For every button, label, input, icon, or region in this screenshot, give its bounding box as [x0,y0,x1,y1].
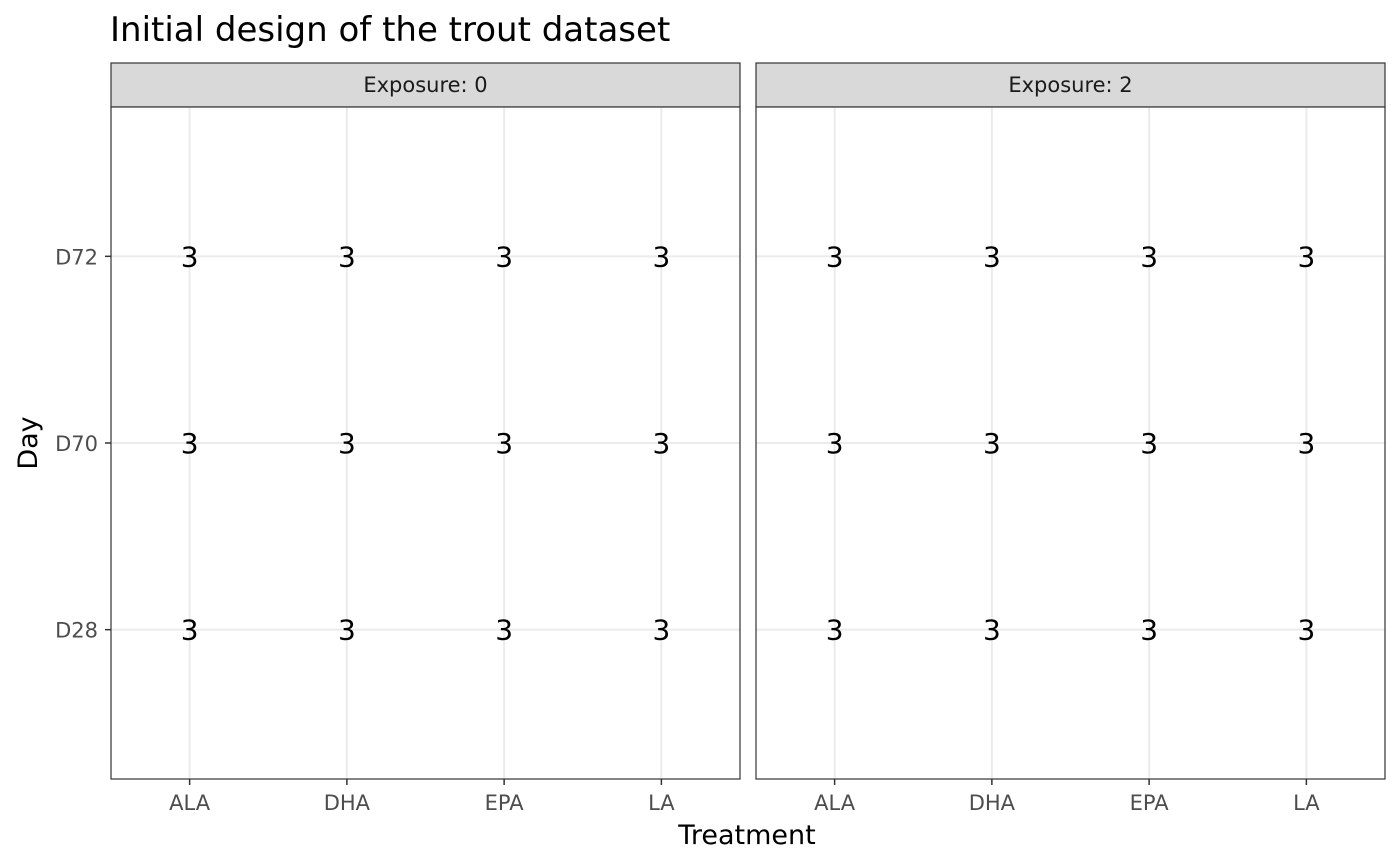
x-tick-label: EPA [485,791,525,815]
cell-count-label: 3 [652,614,670,647]
panel-border [755,106,1386,780]
y-tick-label: D72 [55,245,98,269]
x-tick-label: EPA [1130,791,1170,815]
x-tick-label: LA [648,791,675,815]
facet-strip-label: Exposure: 2 [1008,73,1132,97]
facet-panel-1: Exposure: 2 3 3 3 3 3 3 3 3 3 3 3 3 ALA DHA EPA LA [755,62,1386,815]
cell-count-label: 3 [1297,240,1315,273]
cell-count-label: 3 [983,427,1001,460]
cell-count-label: 3 [826,240,844,273]
facet-strip-label: Exposure: 0 [363,73,487,97]
x-tick-label: ALA [814,791,856,815]
cell-count-label: 3 [983,614,1001,647]
cell-count-label: 3 [1140,427,1158,460]
facet-panels: Exposure: 0 3 3 3 3 3 3 3 3 3 3 3 3 ALA DHA EPA LA D28 D70… [55,62,1386,815]
facet-strip [110,62,741,108]
cell-count-label: 3 [338,614,356,647]
y-tick-label: D70 [55,432,98,456]
cell-count-label: 3 [495,240,513,273]
cell-count-label: 3 [495,427,513,460]
cell-count-label: 3 [181,240,199,273]
cell-count-label: 3 [652,240,670,273]
x-axis-title: Treatment [677,820,815,851]
cell-count-label: 3 [826,614,844,647]
cell-count-label: 3 [652,427,670,460]
x-tick-label: DHA [324,791,371,815]
x-tick-label: DHA [969,791,1016,815]
x-tick-label: ALA [169,791,211,815]
cell-count-label: 3 [983,240,1001,273]
cell-count-label: 3 [338,240,356,273]
facet-strip [755,62,1386,108]
cell-count-label: 3 [1140,614,1158,647]
cell-count-label: 3 [826,427,844,460]
cell-count-label: 3 [1140,240,1158,273]
y-tick-label: D28 [55,619,98,643]
cell-count-label: 3 [181,614,199,647]
x-tick-label: LA [1293,791,1320,815]
cell-count-label: 3 [338,427,356,460]
cell-count-label: 3 [1297,614,1315,647]
chart-title: Initial design of the trout dataset [110,10,670,50]
y-axis-title: Day [13,416,44,469]
cell-count-label: 3 [495,614,513,647]
cell-count-label: 3 [181,427,199,460]
cell-count-label: 3 [1297,427,1315,460]
facet-panel-0: Exposure: 0 3 3 3 3 3 3 3 3 3 3 3 3 ALA DHA EPA LA D28 D70… [55,62,741,815]
